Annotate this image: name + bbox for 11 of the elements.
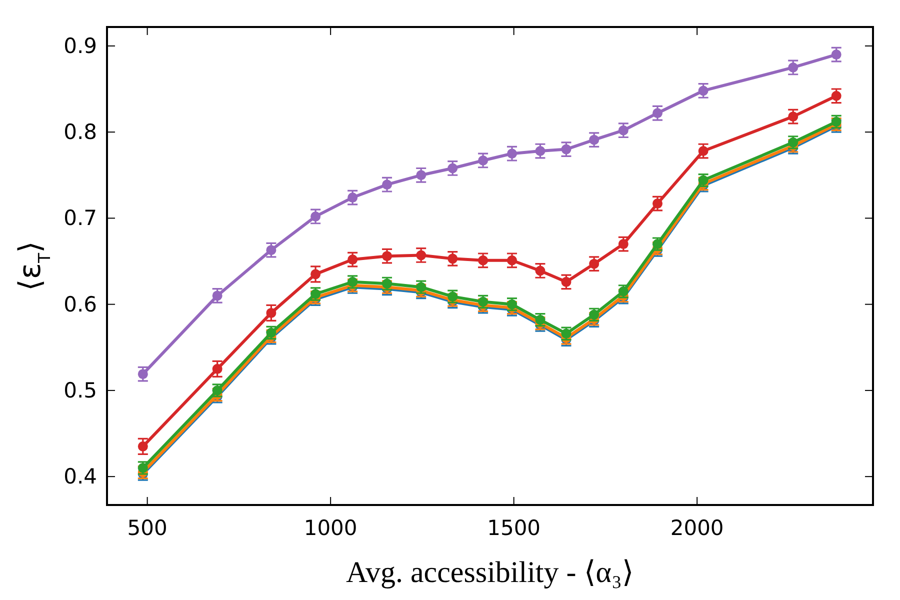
- y-tick-label: 0.7: [64, 206, 97, 230]
- y-tick-label: 0.9: [64, 34, 97, 58]
- x-tick-label: 2000: [670, 516, 724, 540]
- x-tick-label: 1000: [304, 516, 358, 540]
- x-axis-title: Avg. accessibility - ⟨α₃⟩: [346, 556, 634, 589]
- x-tick-label: 1500: [487, 516, 541, 540]
- y-tick-label: 0.8: [64, 120, 97, 144]
- y-tick-label: 0.6: [64, 292, 97, 316]
- y-tick-label: 0.4: [64, 464, 97, 489]
- y-tick-label: 0.5: [64, 378, 97, 402]
- x-tick-label: 500: [127, 516, 168, 540]
